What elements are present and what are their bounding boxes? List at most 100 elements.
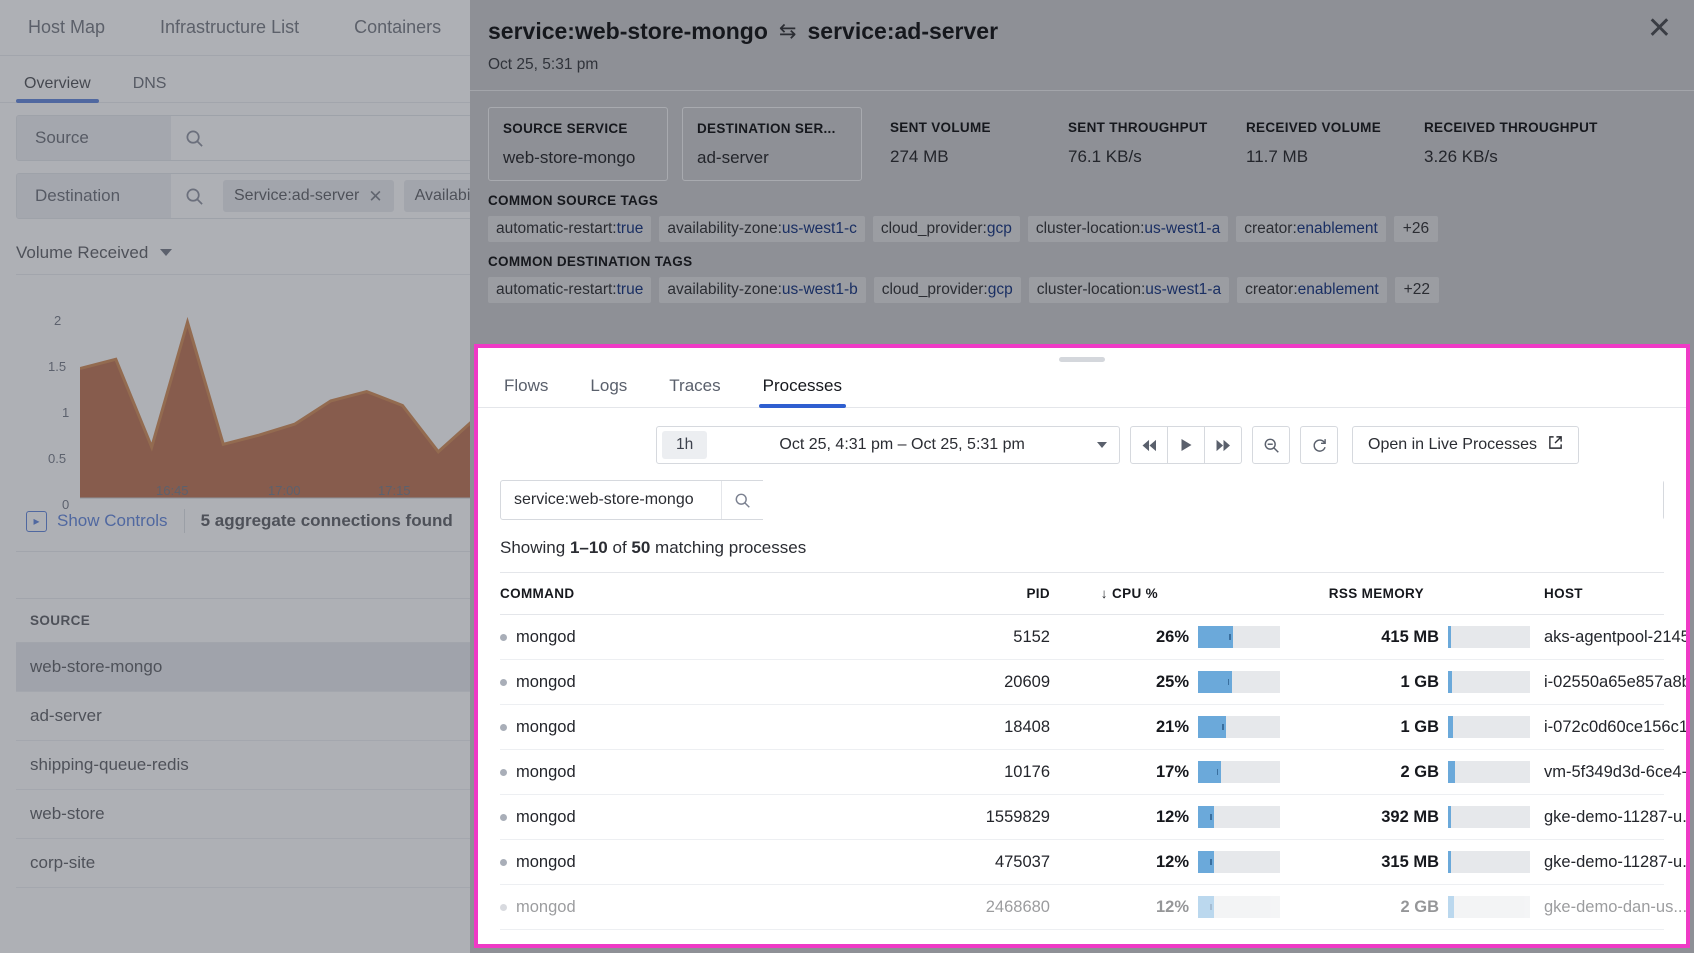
tab-processes[interactable]: Processes (758, 370, 847, 408)
rewind-icon[interactable] (1130, 426, 1168, 464)
cell-host: aks-agentpool-2145... (1530, 614, 1686, 660)
status-dot-icon (500, 723, 507, 731)
destination-tag[interactable]: automatic-restart:true (488, 277, 652, 304)
open-in-live-processes-button[interactable]: Open in Live Processes (1352, 426, 1579, 464)
rss-bar-fill (1448, 851, 1451, 873)
cell-pid: 10176 (830, 749, 1050, 795)
modal-title-source: service:web-store-mongo (488, 18, 768, 44)
status-dot-icon (500, 813, 507, 821)
table-row[interactable]: mongod 475037 12% 315 MB gke-demo-11287-u... (500, 839, 1686, 885)
destination-tag[interactable]: cluster-location:us-west1-a (1028, 277, 1230, 304)
cpu-bar-marker (1229, 634, 1231, 640)
source-tag[interactable]: cluster-location:us-west1-a (1027, 216, 1229, 243)
cpu-bar (1198, 716, 1280, 738)
cpu-value: 12% (1155, 807, 1189, 826)
cell-rss-memory: 392 MB (1280, 794, 1530, 840)
showing-total: 50 (631, 538, 651, 557)
cell-cpu: 21% (1050, 704, 1280, 750)
cpu-bar-marker (1210, 904, 1212, 910)
stat-sent-volume: SENT VOLUME 274 MB (876, 107, 1054, 179)
tab-flows[interactable]: Flows (504, 376, 549, 395)
stat-source-service: SOURCE SERVICE web-store-mongo (488, 107, 668, 182)
host-label: aks-agentpool-2145... (1544, 627, 1690, 646)
fast-forward-icon[interactable] (1205, 426, 1242, 464)
rss-value: 392 MB (1381, 807, 1439, 826)
destination-tag[interactable]: cloud_provider:gcp (873, 277, 1021, 304)
table-row[interactable]: mongod 10176 17% 2 GB vm-5f349d3d-6ce4-... (500, 749, 1686, 795)
status-dot-icon (500, 768, 507, 776)
destination-tag[interactable]: availability-zone:us-west1-b (659, 277, 866, 304)
column-host[interactable]: HOST (1530, 572, 1664, 615)
drag-handle[interactable] (1059, 357, 1105, 362)
play-icon[interactable] (1168, 426, 1205, 464)
source-tag[interactable]: creator:enablement (1236, 216, 1386, 243)
processes-panel: Flows Logs Traces Processes 1h Oct 25, 4… (474, 344, 1690, 948)
zoom-out-icon[interactable] (1252, 426, 1290, 464)
modal-title: service:web-store-mongo ⇆ service:ad-ser… (488, 18, 1664, 45)
rss-bar-fill (1448, 626, 1451, 648)
stat-label: RECEIVED THROUGHPUT (1424, 120, 1598, 135)
source-tag[interactable]: cloud_provider:gcp (872, 216, 1020, 243)
stat-received-volume: RECEIVED VOLUME 11.7 MB (1232, 107, 1410, 179)
column-rss-memory[interactable]: RSS MEMORY (1280, 572, 1530, 615)
command-label: mongod (516, 852, 576, 871)
cell-pid: 20609 (830, 659, 1050, 705)
column-rss-label: RSS MEMORY (1328, 586, 1424, 601)
tag-value: us-west1-c (781, 220, 857, 238)
source-tag[interactable]: availability-zone:us-west1-c (659, 216, 865, 243)
command-label: mongod (516, 762, 576, 781)
destination-tag[interactable]: creator:enablement (1237, 277, 1387, 304)
source-tag[interactable]: automatic-restart:true (488, 216, 652, 243)
modal-title-destination: service:ad-server (807, 18, 999, 44)
rss-bar (1448, 671, 1530, 693)
table-row[interactable]: mongod 5152 26% 415 MB aks-agentpool-2145... (500, 614, 1686, 660)
close-icon[interactable]: ✕ (1646, 12, 1672, 45)
cell-command: mongod (500, 614, 830, 660)
cpu-bar (1198, 761, 1280, 783)
status-dot-icon (500, 678, 507, 686)
panel-tabs: Flows Logs Traces Processes (478, 362, 1686, 408)
cell-cpu: 12% (1050, 884, 1280, 930)
cpu-value: 12% (1155, 897, 1189, 916)
table-row[interactable]: mongod 1559829 12% 392 MB gke-demo-11287-u..… (500, 794, 1686, 840)
table-row[interactable]: mongod 2468680 12% 2 GB gke-demo-dan-us... (500, 884, 1686, 930)
command-label: mongod (516, 627, 576, 646)
showing-range: 1–10 (569, 538, 608, 557)
cpu-bar-fill (1198, 806, 1215, 828)
column-cpu[interactable]: ↓ CPU % (1050, 572, 1280, 615)
common-source-tags-label: COMMON SOURCE TAGS (488, 193, 659, 209)
table-header-row: COMMAND PID ↓ CPU % RSS MEMORY HOST (500, 572, 1664, 615)
stat-destination-ser: DESTINATION SER... ad-server (682, 107, 862, 182)
cell-cpu: 26% (1050, 614, 1280, 660)
source-tag-list: automatic-restart:true availability-zone:… (488, 216, 1676, 243)
tab-logs[interactable]: Logs (590, 376, 628, 395)
column-command[interactable]: COMMAND (500, 572, 830, 615)
time-preset-badge[interactable]: 1h (662, 431, 708, 459)
process-search-input[interactable] (762, 480, 1663, 520)
time-range-label: Oct 25, 4:31 pm – Oct 25, 5:31 pm (779, 436, 1025, 453)
showing-suffix: matching processes (650, 538, 807, 557)
tag-key: availability-zone: (667, 281, 782, 299)
sort-desc-arrow-icon: ↓ (1100, 586, 1108, 601)
tab-traces[interactable]: Traces (669, 376, 721, 395)
tag-value: true (616, 281, 644, 299)
source-more-badge[interactable]: +26 (1393, 216, 1439, 243)
table-row[interactable]: mongod 18408 21% 1 GB i-072c0d60ce156c179 (500, 704, 1686, 750)
scope-selector[interactable]: service:web-store-mongo (501, 481, 722, 519)
tag-key: creator: (1245, 281, 1298, 299)
table-row[interactable]: mongod 20609 25% 1 GB i-02550a65e857a8b... (500, 659, 1686, 705)
tag-value: enablement (1297, 281, 1379, 299)
cell-cpu: 12% (1050, 794, 1280, 840)
destination-tag-list: automatic-restart:true availability-zone:… (488, 277, 1676, 304)
destination-more-badge[interactable]: +22 (1394, 277, 1439, 304)
chevron-down-icon[interactable] (1097, 442, 1107, 448)
tag-key: cloud_provider: (880, 220, 987, 238)
tag-key: cluster-location: (1035, 220, 1145, 238)
column-pid[interactable]: PID (830, 572, 1050, 615)
time-range-picker[interactable]: 1h Oct 25, 4:31 pm – Oct 25, 5:31 pm (656, 426, 1120, 464)
host-label: i-072c0d60ce156c179 (1544, 717, 1689, 736)
cpu-value: 25% (1155, 672, 1189, 691)
cell-pid: 18408 (830, 704, 1050, 750)
tag-key: automatic-restart: (496, 220, 617, 238)
refresh-icon[interactable] (1300, 426, 1338, 464)
